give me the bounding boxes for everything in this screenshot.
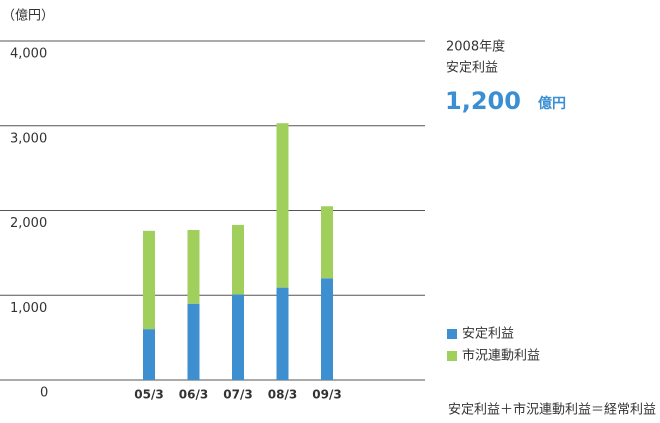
annotation-label: 安定利益 [446,61,498,76]
bar-segment [187,303,200,380]
x-tick-label: 08/3 [268,388,297,402]
annotation-year: 2008年度 [446,39,505,55]
legend-label: 市況連動利益 [462,348,540,364]
y-tick-label: 2,000 [10,216,47,231]
bar-segment [143,230,155,330]
legend-label: 安定利益 [462,327,514,342]
y-tick-label: 3,000 [10,131,47,146]
bar-segment [232,294,244,380]
bar-segment [232,224,244,295]
x-tick-label: 06/3 [179,388,208,402]
annotation-unit: 億円 [538,95,566,112]
legend-swatch [447,351,457,361]
y-tick-label: 0 [40,386,48,401]
footnote: 安定利益＋市況連動利益＝経常利益 [448,402,656,418]
x-tick-label: 07/3 [223,388,252,402]
bar-segment [143,329,155,380]
y-tick-label: 1,000 [10,301,47,316]
bar-segment [187,229,200,304]
legend-swatch [447,329,457,339]
x-tick-label: 05/3 [134,388,163,402]
x-tick-label: 09/3 [312,388,341,402]
unit-label: （億円） [2,8,54,24]
bar-segment [321,206,333,279]
bar-segment [321,278,333,380]
y-tick-label: 4,000 [10,47,47,62]
bar-segment [276,287,289,380]
bar-segment [276,123,289,288]
annotation-value: 1,200 [445,87,521,115]
